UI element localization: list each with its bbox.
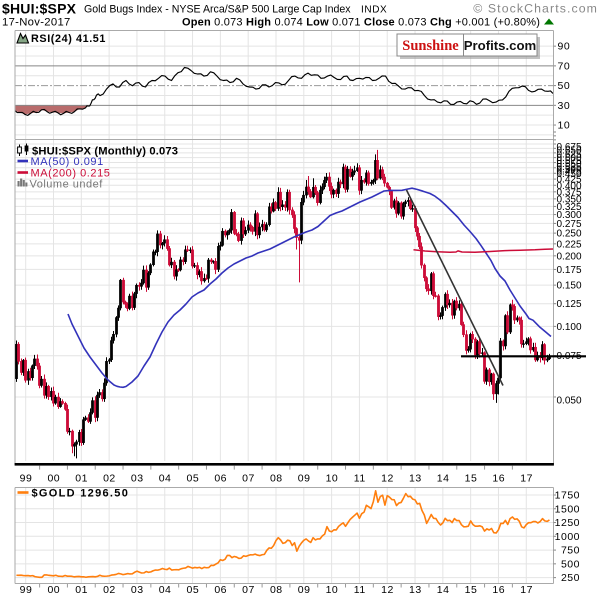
- svg-text:01: 01: [75, 473, 88, 485]
- svg-text:30: 30: [558, 100, 571, 112]
- svg-text:0.675: 0.675: [557, 142, 582, 153]
- svg-text:RSI(24) 41.51: RSI(24) 41.51: [31, 33, 106, 45]
- svg-text:$HUI:$SPX (Monthly) 0.073: $HUI:$SPX (Monthly) 0.073: [32, 146, 178, 158]
- svg-text:Volume undef: Volume undef: [30, 179, 104, 191]
- svg-text:0.375: 0.375: [557, 187, 582, 198]
- svg-text:02: 02: [103, 473, 116, 485]
- svg-text:0.225: 0.225: [557, 239, 582, 250]
- svg-text:1500: 1500: [555, 503, 580, 515]
- svg-text:15: 15: [465, 473, 478, 485]
- svg-text:0.275: 0.275: [557, 219, 582, 230]
- svg-text:05: 05: [187, 473, 200, 485]
- svg-text:0.475: 0.475: [557, 167, 582, 178]
- svg-text:00: 00: [47, 473, 60, 485]
- svg-text:0.625: 0.625: [557, 149, 582, 160]
- svg-text:02: 02: [103, 584, 116, 596]
- svg-text:90: 90: [558, 41, 571, 53]
- svg-text:04: 04: [159, 473, 172, 485]
- svg-text:© StockCharts.com: © StockCharts.com: [473, 2, 598, 16]
- svg-text:Open 0.073 High 0.074 Low 0.07: Open 0.073 High 0.074 Low 0.071 Close 0.…: [182, 17, 540, 29]
- svg-text:10: 10: [558, 120, 571, 132]
- svg-text:1750: 1750: [555, 490, 580, 502]
- svg-text:0.450: 0.450: [557, 169, 582, 180]
- svg-text:13: 13: [409, 473, 422, 485]
- svg-text:0.525: 0.525: [557, 162, 582, 173]
- svg-text:0.325: 0.325: [557, 202, 582, 213]
- svg-text:0.175: 0.175: [557, 265, 582, 276]
- svg-text:99: 99: [20, 584, 33, 596]
- svg-text:05: 05: [187, 584, 200, 596]
- svg-text:14: 14: [437, 473, 450, 485]
- svg-text:99: 99: [20, 473, 33, 485]
- svg-text:500: 500: [561, 558, 580, 570]
- svg-text:0.100: 0.100: [557, 322, 582, 333]
- svg-text:17: 17: [520, 473, 533, 485]
- svg-text:0.600: 0.600: [557, 153, 582, 164]
- svg-text:12: 12: [381, 584, 394, 596]
- svg-text:MA(200) 0.215: MA(200) 0.215: [31, 168, 111, 180]
- svg-text:Sunshine: Sunshine: [402, 38, 459, 54]
- svg-text:MA(50) 0.091: MA(50) 0.091: [31, 156, 104, 168]
- svg-text:03: 03: [131, 473, 144, 485]
- svg-text:Profits.com: Profits.com: [464, 38, 537, 53]
- svg-text:0.425: 0.425: [557, 175, 582, 186]
- svg-text:07: 07: [242, 584, 255, 596]
- svg-text:1000: 1000: [555, 531, 580, 543]
- svg-text:16: 16: [492, 473, 505, 485]
- svg-text:INDX: INDX: [361, 5, 387, 16]
- svg-text:06: 06: [214, 584, 227, 596]
- svg-text:0.250: 0.250: [557, 229, 582, 240]
- svg-text:0.350: 0.350: [557, 194, 582, 205]
- svg-text:11: 11: [354, 584, 366, 596]
- svg-text:17: 17: [520, 584, 533, 596]
- svg-text:12: 12: [381, 473, 394, 485]
- svg-text:0.550: 0.550: [557, 159, 582, 170]
- svg-text:Gold Bugs Index - NYSE Arca/S&: Gold Bugs Index - NYSE Arca/S&P 500 Larg…: [84, 4, 351, 16]
- svg-text:10: 10: [326, 584, 339, 596]
- svg-text:15: 15: [465, 584, 478, 596]
- svg-text:01: 01: [75, 584, 88, 596]
- svg-text:0.500: 0.500: [557, 164, 582, 175]
- svg-text:$HUI:$SPX: $HUI:$SPX: [2, 1, 77, 17]
- svg-text:0.300: 0.300: [557, 210, 582, 221]
- svg-text:13: 13: [409, 584, 422, 596]
- svg-text:06: 06: [214, 473, 227, 485]
- svg-text:07: 07: [242, 473, 255, 485]
- svg-text:0.650: 0.650: [557, 146, 582, 157]
- svg-text:08: 08: [270, 584, 283, 596]
- svg-text:11: 11: [354, 473, 366, 485]
- svg-text:0.150: 0.150: [557, 281, 582, 292]
- svg-text:09: 09: [298, 473, 311, 485]
- svg-text:0.125: 0.125: [557, 299, 582, 310]
- svg-text:10: 10: [326, 473, 339, 485]
- svg-text:750: 750: [561, 545, 580, 557]
- svg-text:0.050: 0.050: [557, 396, 582, 407]
- svg-text:09: 09: [298, 584, 311, 596]
- svg-text:16: 16: [492, 584, 505, 596]
- svg-text:00: 00: [47, 584, 60, 596]
- svg-text:03: 03: [131, 584, 144, 596]
- svg-text:0.400: 0.400: [557, 181, 582, 192]
- svg-text:$GOLD 1296.50: $GOLD 1296.50: [32, 488, 130, 500]
- svg-text:250: 250: [561, 572, 580, 584]
- svg-text:08: 08: [270, 473, 283, 485]
- svg-text:14: 14: [437, 584, 450, 596]
- svg-text:04: 04: [159, 584, 172, 596]
- svg-text:17-Nov-2017: 17-Nov-2017: [2, 17, 71, 29]
- svg-text:0.200: 0.200: [557, 251, 582, 262]
- svg-text:70: 70: [558, 60, 571, 72]
- svg-text:50: 50: [558, 80, 571, 92]
- svg-text:1250: 1250: [555, 517, 580, 529]
- svg-text:0.575: 0.575: [557, 156, 582, 167]
